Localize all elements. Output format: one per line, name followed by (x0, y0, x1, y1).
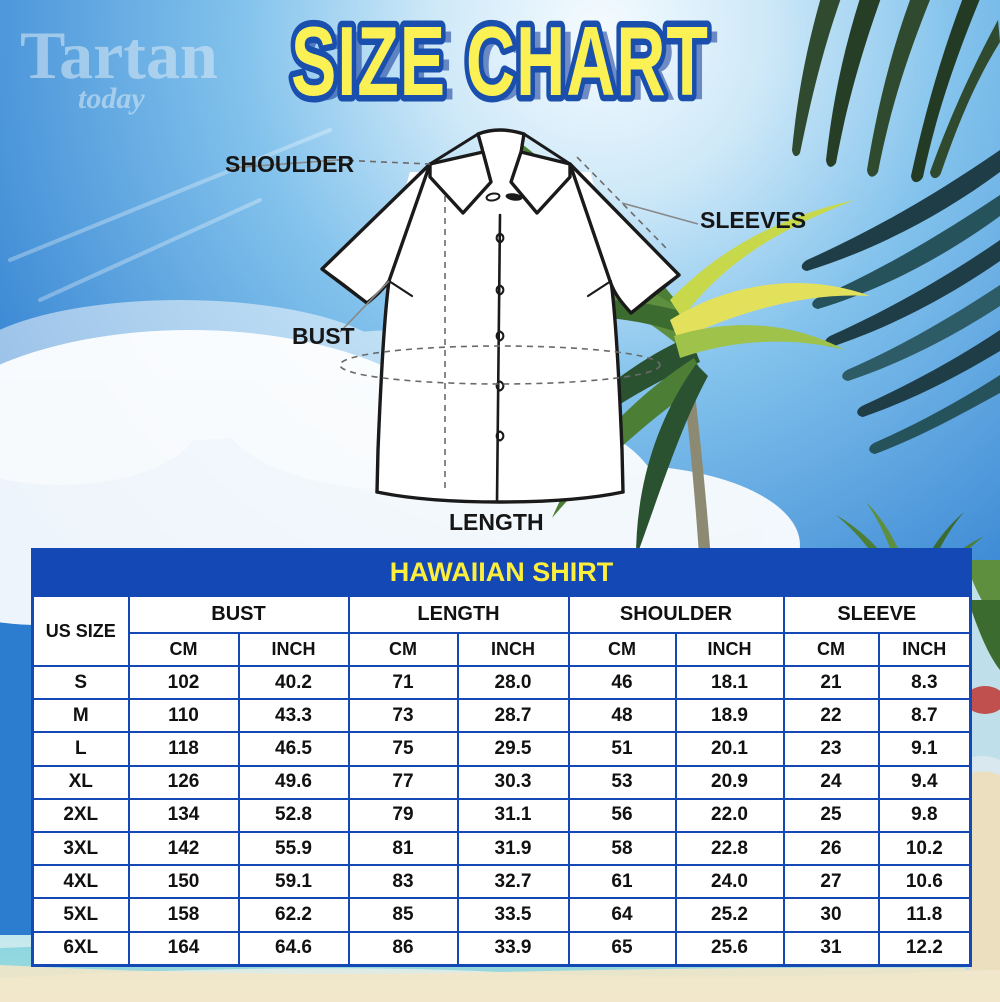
svg-text:LENGTH: LENGTH (449, 509, 544, 535)
svg-text:SLEEVES: SLEEVES (700, 207, 806, 233)
svg-text:SHOULDER: SHOULDER (225, 151, 354, 177)
svg-text:BUST: BUST (292, 323, 355, 349)
svg-text:SIZE CHART: SIZE CHART (291, 6, 709, 117)
